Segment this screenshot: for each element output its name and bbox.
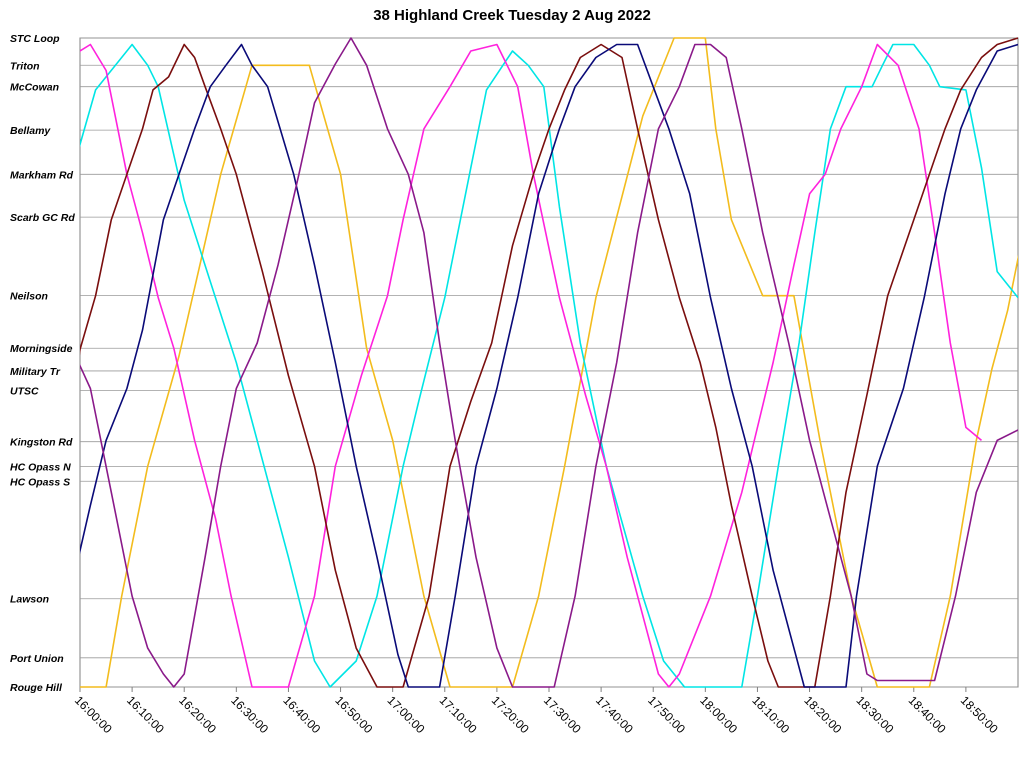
bus-trip-line-3 [80, 43, 983, 688]
x-tick-label: 16:20:00 [176, 693, 219, 736]
chart-title: 38 Highland Creek Tuesday 2 Aug 2022 [373, 7, 651, 24]
stop-label: Neilson [10, 291, 48, 303]
stop-label: Military Tr [10, 366, 61, 378]
x-tick-label: 17:10:00 [437, 693, 480, 736]
x-tick-label: 18:40:00 [906, 693, 949, 736]
stop-label: UTSC [10, 385, 39, 397]
stop-label: Lawson [10, 594, 49, 606]
x-tick-label: 16:10:00 [124, 693, 167, 736]
stop-label: Kingston Rd [10, 437, 73, 449]
x-tick-label: 18:10:00 [749, 693, 792, 736]
bus-trip-line-2 [80, 43, 1018, 688]
bus-trip-line-4 [80, 37, 1018, 688]
stop-label: STC Loop [10, 33, 60, 45]
stop-label: Scarb GC Rd [10, 212, 75, 224]
stop-label: McCowan [10, 82, 59, 94]
stop-label: Port Union [10, 653, 64, 665]
stop-label: HC Opass S [10, 476, 70, 488]
stop-label: HC Opass N [10, 461, 71, 473]
x-tick-label: 18:20:00 [801, 693, 844, 736]
x-tick-label: 16:50:00 [332, 693, 375, 736]
stop-label: Markham Rd [10, 169, 74, 181]
x-tick-label: 17:40:00 [593, 693, 636, 736]
x-tick-label: 18:00:00 [697, 693, 740, 736]
x-tick-label: 17:00:00 [385, 693, 428, 736]
stop-label: Bellamy [10, 125, 51, 137]
stop-label: Morningside [10, 343, 73, 355]
plot-frame [79, 37, 1019, 688]
stop-label: Rouge Hill [10, 682, 63, 694]
x-tick-label: 16:30:00 [228, 693, 271, 736]
x-tick-label: 17:20:00 [489, 693, 532, 736]
x-tick-label: 18:50:00 [958, 693, 1001, 736]
x-tick-label: 17:30:00 [541, 693, 584, 736]
x-tick-label: 16:00:00 [72, 693, 115, 736]
bus-trip-line-6 [80, 37, 1018, 688]
bus-trip-line-1 [80, 37, 1018, 688]
x-tick-label: 17:50:00 [645, 693, 688, 736]
stop-label: Triton [10, 60, 40, 72]
x-tick-label: 16:40:00 [280, 693, 323, 736]
x-tick-label: 18:30:00 [854, 693, 897, 736]
